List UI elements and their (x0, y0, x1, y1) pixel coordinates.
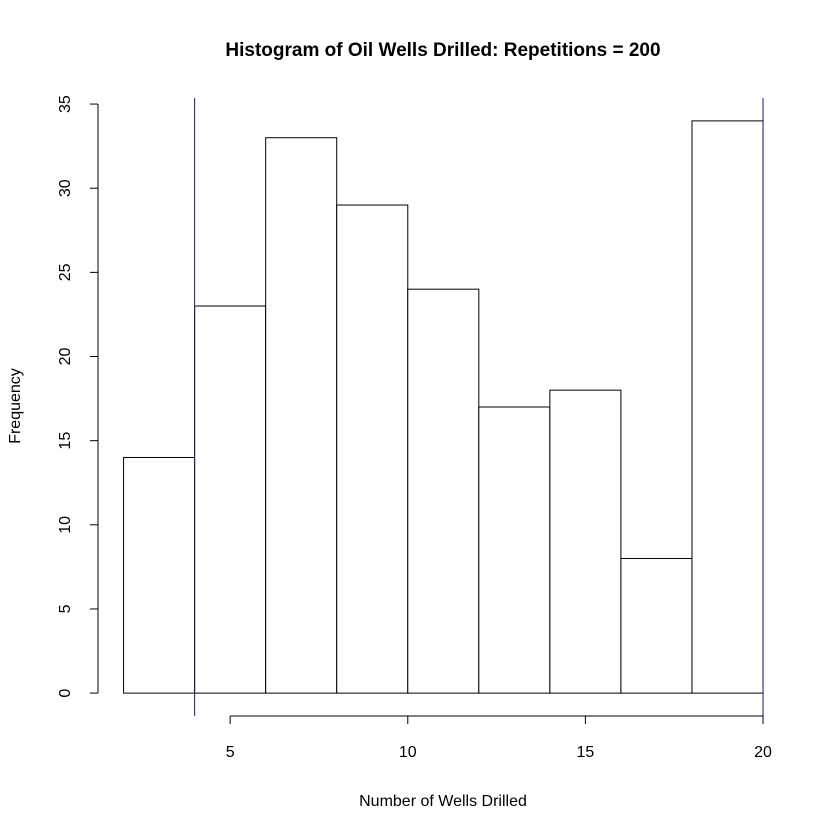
bar (265, 137, 338, 694)
y-tick-label: 20 (57, 348, 74, 366)
y-tick-label: 10 (57, 516, 74, 534)
y-axis-label: Frequency (7, 368, 24, 444)
bar (194, 305, 267, 694)
y-tick-label: 30 (57, 179, 74, 197)
y-tick-label: 15 (57, 432, 74, 450)
bar (620, 557, 693, 694)
x-tick-label: 5 (226, 744, 235, 761)
chart-title: Histogram of Oil Wells Drilled: Repetiti… (225, 40, 660, 61)
bar (123, 456, 196, 694)
bar (691, 120, 764, 694)
bar (549, 389, 622, 694)
x-tick-label: 20 (754, 744, 772, 761)
x-axis-label: Number of Wells Drilled (359, 793, 527, 810)
x-tick-label: 10 (399, 744, 417, 761)
y-tick-label: 25 (57, 263, 74, 281)
x-tick-label: 15 (577, 744, 595, 761)
y-tick-label: 5 (57, 604, 74, 613)
bar (336, 204, 409, 694)
bar (478, 406, 551, 694)
y-tick-label: 0 (57, 689, 74, 698)
bar (407, 288, 480, 694)
y-tick-label: 35 (57, 95, 74, 113)
